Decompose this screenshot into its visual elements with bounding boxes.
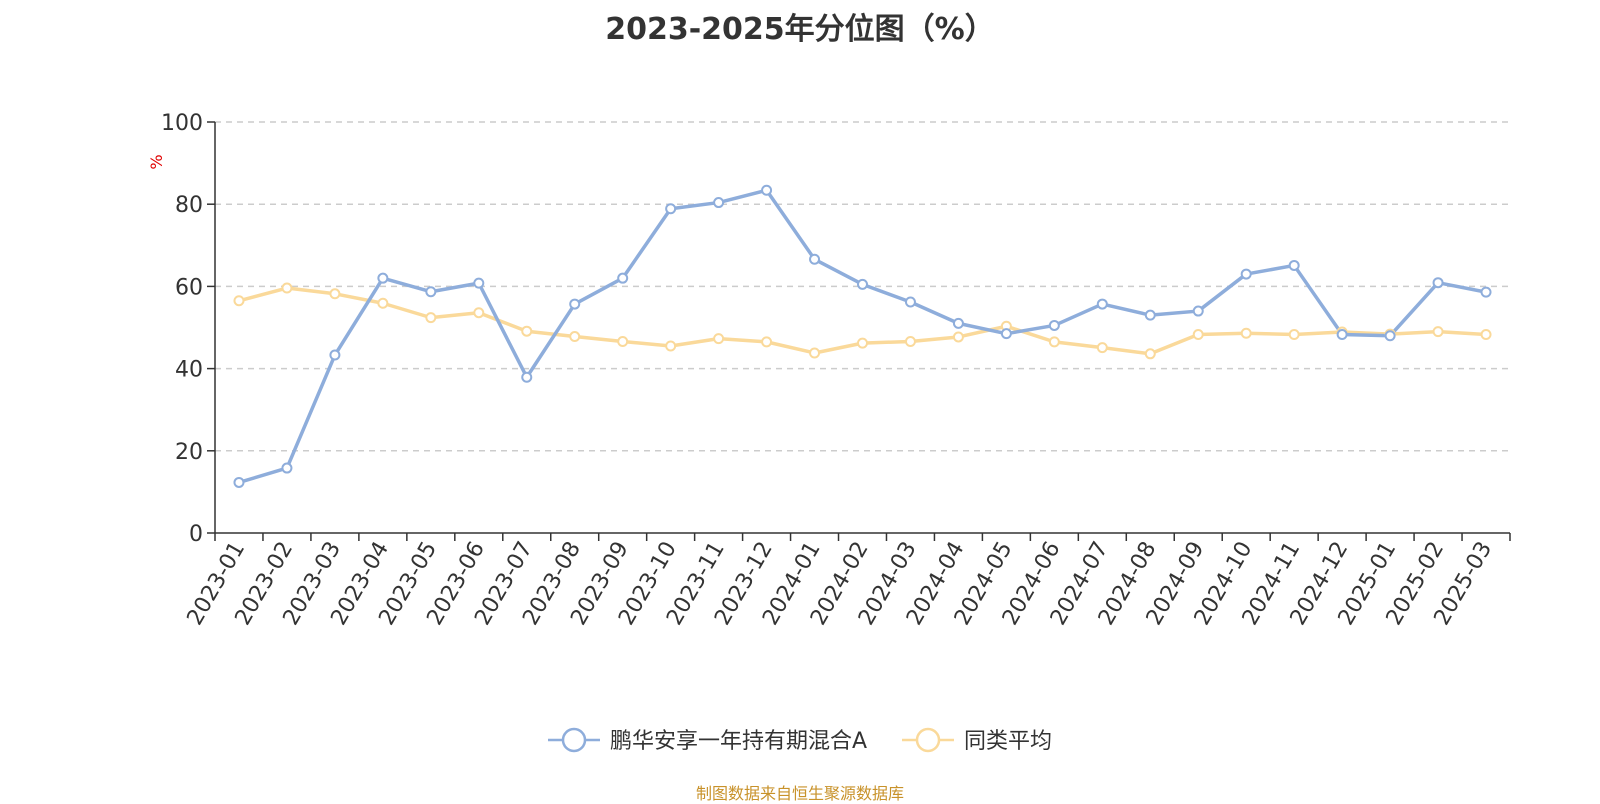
data-point[interactable] (665, 340, 677, 352)
data-point[interactable] (1336, 328, 1348, 340)
data-point[interactable] (377, 272, 389, 284)
data-point[interactable] (857, 278, 868, 290)
data-point[interactable] (569, 298, 581, 310)
y-tick-label: 0 (189, 522, 203, 547)
data-point[interactable] (425, 286, 437, 298)
y-axis-unit: % (147, 154, 166, 169)
grid-lines (215, 121, 1510, 452)
data-point[interactable] (1192, 328, 1204, 340)
data-point[interactable] (1096, 298, 1108, 310)
axes: 020406080100%2023-012023-022023-032023-0… (147, 111, 1511, 630)
y-tick-label: 20 (175, 440, 203, 465)
data-point[interactable] (904, 335, 916, 347)
data-point[interactable] (425, 312, 437, 324)
data-point[interactable] (904, 296, 916, 308)
y-tick-label: 60 (175, 275, 203, 300)
data-point[interactable] (1288, 328, 1300, 340)
data-point[interactable] (1480, 328, 1492, 340)
legend-label: 同类平均 (964, 729, 1052, 754)
data-point[interactable] (1096, 342, 1108, 354)
legend-item[interactable]: 鹏华安享一年持有期混合A (548, 727, 867, 754)
data-point[interactable] (233, 476, 245, 488)
data-point[interactable] (473, 277, 485, 289)
legend-item[interactable]: 同类平均 (902, 727, 1052, 754)
data-point[interactable] (761, 336, 773, 348)
data-point[interactable] (1432, 326, 1444, 338)
legend-marker (561, 727, 587, 753)
data-point[interactable] (473, 307, 485, 319)
data-point[interactable] (1480, 286, 1492, 298)
data-point[interactable] (1144, 309, 1156, 321)
data-point[interactable] (281, 282, 293, 294)
data-point[interactable] (1000, 328, 1012, 340)
y-tick-label: 40 (175, 358, 203, 383)
data-point[interactable] (1240, 268, 1252, 280)
y-tick-label: 80 (175, 193, 203, 218)
legend[interactable]: 鹏华安享一年持有期混合A 同类平均 (548, 727, 1052, 754)
legend-marker (915, 727, 941, 753)
data-point[interactable] (521, 325, 533, 337)
data-point[interactable] (1384, 330, 1396, 342)
data-point[interactable] (281, 462, 293, 474)
data-point[interactable] (377, 297, 389, 309)
y-tick-label: 100 (161, 111, 203, 136)
data-point[interactable] (1048, 336, 1060, 348)
data-point[interactable] (329, 349, 341, 361)
data-point[interactable] (1144, 348, 1156, 360)
legend-label: 鹏华安享一年持有期混合A (610, 729, 867, 754)
data-point[interactable] (713, 333, 725, 345)
data-point[interactable] (713, 197, 725, 209)
data-point[interactable] (665, 203, 677, 215)
data-point[interactable] (617, 335, 629, 347)
data-point[interactable] (1048, 319, 1060, 331)
data-point[interactable] (233, 295, 245, 307)
data-point[interactable] (809, 347, 821, 359)
data-point[interactable] (1432, 277, 1444, 289)
chart-title: 2023-2025年分位图（%） (605, 12, 995, 47)
data-point[interactable] (809, 253, 821, 265)
data-point[interactable] (329, 288, 341, 300)
data-point[interactable] (1192, 305, 1204, 317)
source-note: 制图数据来自恒生聚源数据库 (695, 784, 904, 803)
series-lines (233, 184, 1492, 488)
data-point[interactable] (1288, 259, 1300, 271)
data-point[interactable] (521, 371, 533, 383)
data-point[interactable] (617, 272, 629, 284)
data-point[interactable] (857, 337, 868, 349)
data-point[interactable] (952, 317, 964, 329)
data-point[interactable] (1240, 327, 1252, 339)
data-point[interactable] (761, 184, 773, 196)
data-point[interactable] (569, 331, 581, 343)
data-point[interactable] (952, 331, 964, 343)
